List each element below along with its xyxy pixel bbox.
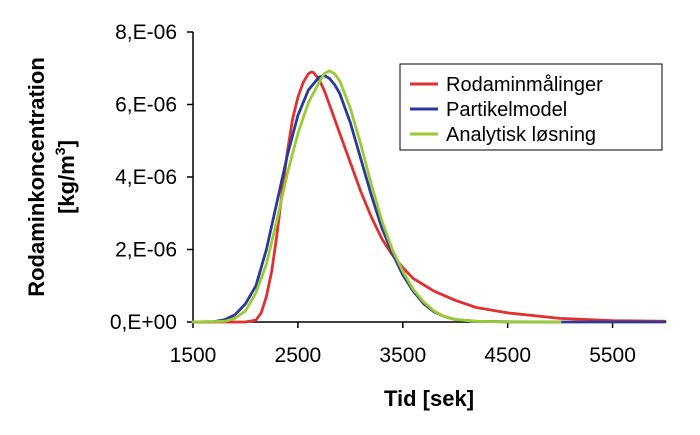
legend-label-3: Analytisk løsning [446, 124, 596, 146]
legend: Rodaminmålinger Partikelmodel Analytisk lø… [399, 63, 663, 151]
y-axis-unit: [kg/m [54, 155, 79, 214]
x-axis-title: Tid [sek] [384, 386, 474, 411]
x-tick-label: 5500 [589, 344, 636, 367]
y-tick-label: 2,E-06 [115, 239, 177, 262]
y-axis-title-line1: Rodaminkoncentration [24, 57, 49, 297]
legend-box [399, 63, 663, 151]
x-tick-label: 2500 [275, 344, 322, 367]
y-tick-label: 0,E+00 [110, 311, 177, 334]
y-tick-label: 6,E-06 [115, 94, 177, 117]
y-axis-unit-close: ] [54, 140, 79, 147]
x-ticks: 1500 2500 3500 4500 5500 [170, 322, 636, 367]
x-tick-label: 3500 [379, 344, 426, 367]
y-axis-title-line2: [kg/m3] [52, 140, 79, 214]
y-tick-label: 4,E-06 [115, 166, 177, 189]
y-axis-unit-sup: 3 [52, 147, 68, 155]
series-layer [191, 69, 667, 324]
legend-label-2: Partikelmodel [446, 99, 567, 121]
legend-label-1: Rodaminmålinger [446, 74, 603, 96]
x-tick-label: 4500 [484, 344, 531, 367]
y-axis-title: Rodaminkoncentration [kg/m3] [24, 57, 79, 297]
y-ticks: 0,E+00 2,E-06 4,E-06 6,E-06 8,E-06 [110, 21, 193, 334]
series-line-1 [191, 70, 667, 324]
x-tick-label: 1500 [170, 344, 217, 367]
y-tick-label: 8,E-06 [115, 21, 177, 44]
series-line-3 [191, 69, 562, 324]
